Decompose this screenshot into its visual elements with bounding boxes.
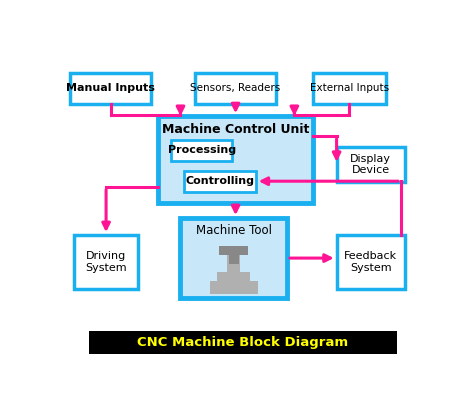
FancyBboxPatch shape	[210, 281, 258, 294]
Text: Display
Device: Display Device	[350, 154, 391, 176]
FancyBboxPatch shape	[217, 272, 250, 281]
Text: Machine Control Unit: Machine Control Unit	[162, 123, 309, 136]
Text: Machine Tool: Machine Tool	[196, 223, 272, 237]
Text: Manual Inputs: Manual Inputs	[66, 83, 155, 93]
Text: CNC Machine Block Diagram: CNC Machine Block Diagram	[137, 336, 348, 349]
Text: Controlling: Controlling	[185, 176, 255, 186]
Text: Sensors, Readers: Sensors, Readers	[191, 83, 281, 93]
FancyBboxPatch shape	[337, 147, 405, 182]
FancyBboxPatch shape	[171, 140, 232, 161]
FancyBboxPatch shape	[227, 255, 240, 272]
Text: Processing: Processing	[167, 145, 236, 155]
FancyBboxPatch shape	[184, 171, 256, 192]
FancyBboxPatch shape	[89, 331, 397, 354]
Text: Feedback
System: Feedback System	[344, 251, 397, 273]
Text: External Inputs: External Inputs	[310, 83, 389, 93]
FancyBboxPatch shape	[181, 218, 287, 298]
FancyBboxPatch shape	[74, 235, 138, 289]
FancyBboxPatch shape	[70, 73, 151, 104]
FancyBboxPatch shape	[195, 73, 276, 104]
FancyBboxPatch shape	[158, 116, 313, 203]
FancyBboxPatch shape	[228, 255, 239, 263]
FancyBboxPatch shape	[337, 235, 405, 289]
FancyBboxPatch shape	[313, 73, 386, 104]
FancyBboxPatch shape	[219, 246, 248, 255]
Text: Driving
System: Driving System	[85, 251, 127, 273]
